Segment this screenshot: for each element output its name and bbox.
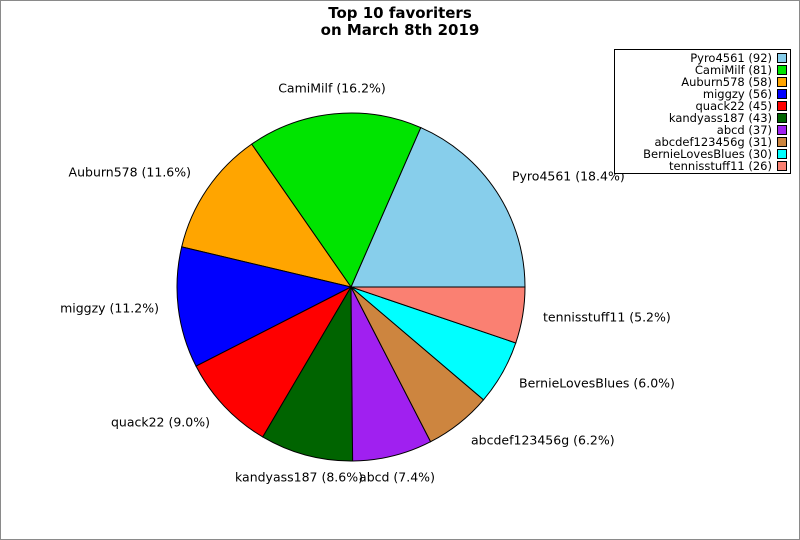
legend-label: abcdef123456g (31): [654, 135, 772, 149]
legend-color-swatch: [777, 161, 787, 171]
legend-item-BernieLovesBlues: BernieLovesBlues (30): [618, 148, 787, 160]
pie-slice-kandyass187: [262, 285, 354, 462]
legend-color-swatch: [777, 137, 787, 147]
legend-label: miggzy (56): [702, 87, 772, 101]
pie-slice-Auburn578: [181, 143, 353, 288]
legend-label: kandyass187 (43): [668, 111, 772, 125]
pie-slice-Pyro4561: [350, 126, 526, 288]
pie-slice-CamiMilf: [250, 112, 422, 289]
legend-label: tennisstuff11 (26): [669, 159, 772, 173]
legend: Pyro4561 (92) CamiMilf (81) Auburn578 (58)…: [614, 49, 791, 174]
chart-title: Top 10 favoriters on March 8th 2019: [1, 5, 799, 39]
legend-item-Auburn578: Auburn578 (58): [618, 76, 787, 88]
legend-item-abcd: abcd (37): [618, 124, 787, 136]
legend-color-swatch: [777, 77, 787, 87]
legend-label: quack22 (45): [695, 99, 772, 113]
legend-color-swatch: [777, 125, 787, 135]
legend-item-miggzy: miggzy (56): [618, 88, 787, 100]
legend-label: BernieLovesBlues (30): [643, 147, 772, 161]
legend-label: CamiMilf (81): [694, 63, 772, 77]
legend-item-abcdef123456g: abcdef123456g (31): [618, 136, 787, 148]
legend-item-kandyass187: kandyass187 (43): [618, 112, 787, 124]
pie-slice-tennisstuff11: [350, 286, 526, 344]
chart-title-line-1: Top 10 favoriters: [328, 4, 472, 22]
legend-color-swatch: [777, 53, 787, 63]
pie-slice-miggzy: [176, 246, 353, 367]
pie-slice-quack22: [195, 285, 353, 438]
legend-color-swatch: [777, 149, 787, 159]
legend-color-swatch: [777, 113, 787, 123]
legend-label: abcd (37): [716, 123, 772, 137]
legend-label: Auburn578 (58): [681, 75, 772, 89]
legend-color-swatch: [777, 101, 787, 111]
legend-item-CamiMilf: CamiMilf (81): [618, 64, 787, 76]
legend-color-swatch: [777, 65, 787, 75]
legend-label: Pyro4561 (92): [690, 51, 772, 65]
chart-title-line-2: on March 8th 2019: [320, 21, 480, 39]
legend-item-Pyro4561: Pyro4561 (92): [618, 52, 787, 64]
legend-color-swatch: [777, 89, 787, 99]
legend-item-quack22: quack22 (45): [618, 100, 787, 112]
legend-item-tennisstuff11: tennisstuff11 (26): [618, 160, 787, 172]
